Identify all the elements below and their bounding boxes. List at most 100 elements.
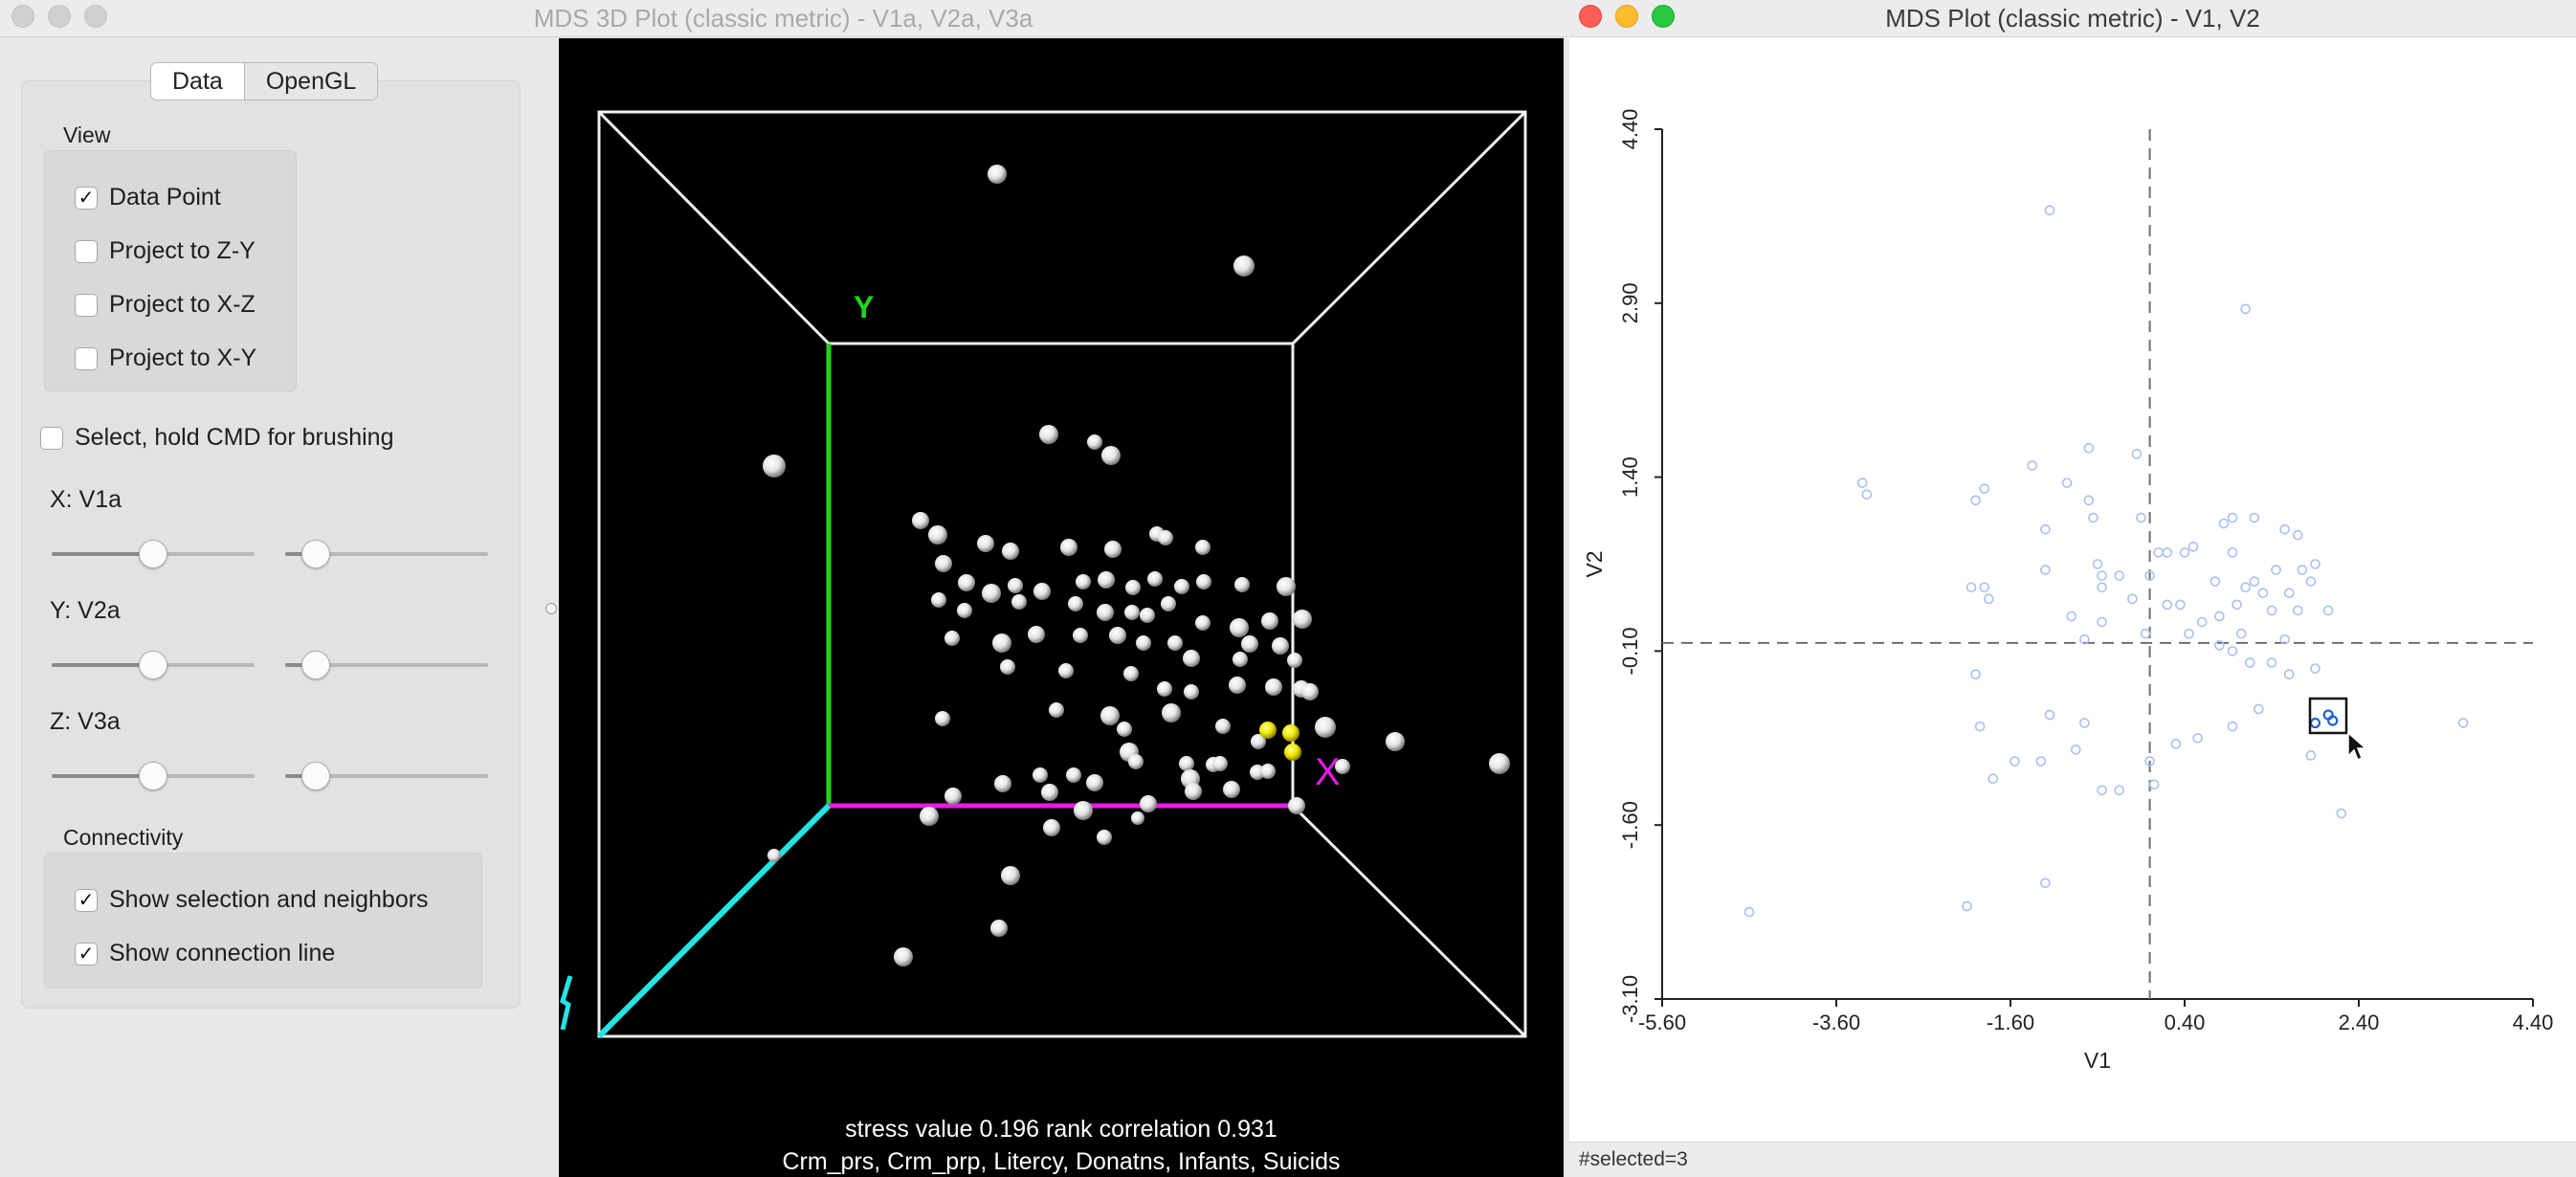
- z-slider-2[interactable]: [285, 762, 488, 790]
- data-point[interactable]: [2336, 808, 2347, 819]
- data-point[interactable]: [2244, 657, 2255, 668]
- data-point[interactable]: [2131, 449, 2143, 459]
- data-point[interactable]: [1988, 773, 1999, 785]
- slider-knob[interactable]: [300, 540, 330, 568]
- project-xy-checkbox[interactable]: Project to X-Y: [75, 344, 256, 372]
- data-point[interactable]: [1970, 495, 1981, 506]
- data-point[interactable]: [2227, 512, 2238, 523]
- tab-data[interactable]: Data: [172, 68, 223, 95]
- data-point[interactable]: [2179, 547, 2190, 558]
- data-point[interactable]: [2035, 756, 2047, 766]
- splitter-handle[interactable]: [545, 603, 557, 614]
- zoom-button[interactable]: [84, 5, 107, 28]
- data-point[interactable]: [2083, 495, 2095, 506]
- data-point[interactable]: [2297, 565, 2308, 575]
- data-point[interactable]: [2088, 512, 2099, 523]
- data-point[interactable]: [2114, 785, 2125, 796]
- data-point[interactable]: [2040, 877, 2051, 889]
- slider-knob[interactable]: [139, 540, 167, 568]
- data-point[interactable]: [2184, 628, 2194, 639]
- x-slider-2[interactable]: [285, 540, 488, 568]
- mds-scatter-plot[interactable]: -5.60 -3.60 -1.60 0.40 2.40 4.40 -3.10 -1.60 -0.…: [1569, 38, 2576, 1143]
- data-point[interactable]: [2305, 576, 2317, 587]
- data-point[interactable]: [2079, 718, 2090, 728]
- data-point[interactable]: [2187, 542, 2199, 552]
- data-point[interactable]: [2292, 605, 2303, 616]
- data-point[interactable]: [2292, 529, 2303, 541]
- data-point[interactable]: [2070, 744, 2081, 755]
- data-point[interactable]: [2162, 547, 2173, 558]
- data-point[interactable]: [2092, 559, 2103, 569]
- y-slider-1[interactable]: [52, 651, 255, 679]
- data-point[interactable]: [2066, 611, 2077, 622]
- data-point[interactable]: [2140, 628, 2151, 639]
- selected-point[interactable]: [2309, 717, 2321, 729]
- data-point[interactable]: [1974, 721, 1986, 732]
- data-point[interactable]: [2218, 518, 2230, 529]
- data-point-checkbox[interactable]: ✓ Data Point: [75, 184, 221, 211]
- data-point[interactable]: [2079, 633, 2090, 645]
- data-point[interactable]: [2127, 593, 2138, 605]
- zoom-button[interactable]: [1652, 5, 1675, 28]
- data-point[interactable]: [2283, 588, 2295, 599]
- data-point[interactable]: [2044, 205, 2055, 216]
- data-point[interactable]: [2232, 599, 2242, 611]
- data-point[interactable]: [2271, 565, 2281, 575]
- selected-point[interactable]: [2327, 715, 2339, 726]
- data-point[interactable]: [1965, 582, 1977, 593]
- data-point[interactable]: [2305, 750, 2317, 761]
- data-point[interactable]: [2257, 588, 2269, 599]
- data-point[interactable]: [2266, 605, 2277, 616]
- minimize-button[interactable]: [48, 5, 71, 28]
- opengl-canvas[interactable]: Y X stress value 0.196 rank correlation …: [559, 38, 1564, 1177]
- data-point[interactable]: [2097, 582, 2107, 593]
- slider-knob[interactable]: [300, 762, 330, 790]
- data-point[interactable]: [2083, 442, 2095, 454]
- data-point[interactable]: [2097, 785, 2107, 796]
- brushing-checkbox[interactable]: Select, hold CMD for brushing: [40, 424, 393, 452]
- data-point[interactable]: [2162, 599, 2173, 611]
- data-point[interactable]: [2310, 559, 2321, 569]
- slider-knob[interactable]: [139, 651, 167, 679]
- data-point[interactable]: [2061, 477, 2073, 488]
- data-point[interactable]: [2097, 616, 2107, 628]
- data-point[interactable]: [2235, 628, 2247, 639]
- tab-opengl[interactable]: OpenGL: [243, 63, 378, 100]
- data-point[interactable]: [1970, 669, 1981, 679]
- data-point[interactable]: [2153, 547, 2165, 558]
- slider-knob[interactable]: [139, 762, 167, 790]
- data-point[interactable]: [2249, 512, 2260, 523]
- data-point[interactable]: [2136, 512, 2146, 523]
- data-point[interactable]: [2175, 599, 2186, 611]
- data-point[interactable]: [2097, 570, 2107, 581]
- data-point[interactable]: [1983, 593, 1994, 605]
- data-point[interactable]: [2214, 640, 2225, 651]
- data-point[interactable]: [2114, 570, 2125, 581]
- data-point[interactable]: [2192, 732, 2203, 744]
- data-point[interactable]: [2144, 570, 2155, 581]
- data-point[interactable]: [2148, 779, 2160, 790]
- project-xz-checkbox[interactable]: Project to X-Z: [75, 291, 255, 319]
- show-connection-line-checkbox[interactable]: ✓ Show connection line: [75, 940, 335, 967]
- data-point[interactable]: [2040, 523, 2051, 535]
- data-point[interactable]: [1979, 582, 1990, 593]
- data-point[interactable]: [2170, 739, 2182, 749]
- data-point[interactable]: [1861, 489, 1873, 500]
- data-point[interactable]: [2240, 582, 2252, 593]
- data-point[interactable]: [2240, 303, 2252, 315]
- data-point[interactable]: [2040, 565, 2051, 575]
- data-point[interactable]: [2279, 633, 2290, 645]
- z-slider-1[interactable]: [52, 762, 255, 790]
- data-point[interactable]: [2027, 460, 2038, 471]
- data-point[interactable]: [1979, 483, 1990, 495]
- data-point[interactable]: [2227, 721, 2238, 732]
- data-point[interactable]: [1856, 477, 1868, 488]
- data-point[interactable]: [2249, 576, 2260, 587]
- data-point[interactable]: [2457, 718, 2469, 728]
- titlebar-2d[interactable]: MDS Plot (classic metric) - V1, V2: [1569, 0, 2576, 37]
- data-point[interactable]: [2227, 646, 2238, 656]
- data-point[interactable]: [2279, 523, 2290, 535]
- data-point[interactable]: [2010, 756, 2020, 766]
- selection-rectangle[interactable]: [2308, 697, 2348, 735]
- data-point[interactable]: [2254, 703, 2264, 715]
